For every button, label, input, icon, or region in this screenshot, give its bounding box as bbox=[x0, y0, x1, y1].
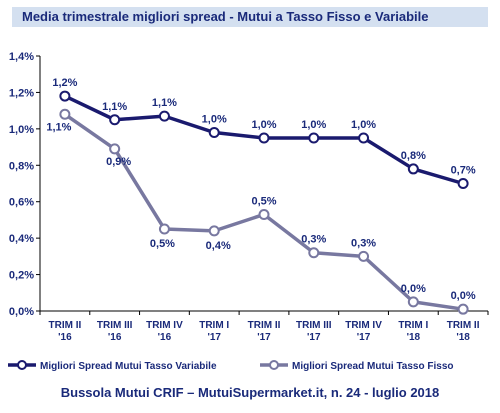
y-tick-label: 0,0% bbox=[9, 306, 34, 318]
x-tick-label-year: '17 bbox=[257, 332, 271, 343]
data-point-variabile bbox=[59, 90, 71, 102]
x-tick-label-quarter: TRIM I bbox=[199, 320, 229, 331]
data-point-fisso bbox=[109, 143, 121, 155]
x-tick-label-quarter: TRIM II bbox=[48, 320, 81, 331]
x-tick-label-year: '18 bbox=[456, 332, 470, 343]
data-point-variabile bbox=[258, 132, 270, 144]
x-tick-label-year: '16 bbox=[158, 332, 172, 343]
data-label-variabile: 1,1% bbox=[152, 97, 177, 109]
y-tick-label: 0,4% bbox=[9, 233, 34, 245]
data-point-fisso bbox=[59, 108, 71, 120]
x-tick-label-year: '17 bbox=[207, 332, 221, 343]
data-label-variabile: 1,0% bbox=[351, 119, 376, 131]
y-tick-label: 1,0% bbox=[9, 124, 34, 136]
x-tick-label-quarter: TRIM IV bbox=[345, 320, 382, 331]
data-point-variabile bbox=[407, 163, 419, 175]
data-label-fisso: 0,0% bbox=[451, 290, 476, 302]
data-point-fisso bbox=[457, 303, 469, 315]
data-label-fisso: 0,5% bbox=[150, 238, 175, 250]
data-label-variabile: 0,8% bbox=[401, 150, 426, 162]
x-tick-label-quarter: TRIM I bbox=[398, 320, 428, 331]
x-tick-label-quarter: TRIM II bbox=[248, 320, 281, 331]
data-point-variabile bbox=[358, 132, 370, 144]
data-point-variabile bbox=[158, 110, 170, 122]
data-label-fisso: 0,5% bbox=[251, 195, 276, 207]
data-point-variabile bbox=[208, 127, 220, 138]
data-point-fisso bbox=[158, 223, 170, 235]
data-point-fisso bbox=[208, 225, 220, 237]
data-point-fisso bbox=[358, 250, 370, 262]
data-label-fisso: 1,1% bbox=[46, 121, 71, 133]
y-tick-label: 1,2% bbox=[9, 87, 34, 99]
legend-label: Migliori Spread Mutui Tasso Variabile bbox=[40, 361, 217, 372]
data-label-variabile: 1,0% bbox=[202, 114, 227, 126]
y-tick-label: 0,8% bbox=[9, 160, 34, 172]
data-point-fisso bbox=[258, 208, 270, 220]
y-tick-label: 0,6% bbox=[9, 197, 34, 209]
x-tick-label-year: '18 bbox=[407, 332, 421, 343]
data-point-variabile bbox=[308, 132, 320, 144]
data-point-variabile bbox=[457, 178, 469, 189]
data-label-fisso: 0,3% bbox=[301, 234, 326, 246]
data-label-variabile: 0,7% bbox=[451, 165, 476, 177]
data-label-variabile: 1,0% bbox=[251, 119, 276, 131]
data-point-fisso bbox=[308, 247, 320, 259]
legend-swatch-marker bbox=[269, 360, 279, 370]
data-label-variabile: 1,1% bbox=[102, 101, 127, 113]
footer-source: Bussola Mutui CRIF – MutuiSupermarket.it… bbox=[60, 385, 440, 400]
x-tick-label-year: '16 bbox=[108, 332, 122, 343]
data-label-variabile: 1,0% bbox=[301, 119, 326, 131]
chart-title: Media trimestrale migliori spread - Mutu… bbox=[12, 7, 488, 27]
legend-swatch-marker bbox=[17, 360, 27, 370]
y-tick-label: 0,2% bbox=[9, 270, 34, 282]
x-tick-label-year: '17 bbox=[357, 332, 371, 343]
data-point-fisso bbox=[407, 296, 419, 308]
data-label-fisso: 0,0% bbox=[401, 283, 426, 295]
x-tick-label-quarter: TRIM II bbox=[447, 320, 480, 331]
data-label-fisso: 0,9% bbox=[106, 156, 131, 168]
data-point-variabile bbox=[109, 114, 121, 126]
y-tick-label: 1,4% bbox=[9, 51, 34, 63]
data-label-fisso: 0,4% bbox=[206, 240, 231, 252]
data-label-fisso: 0,3% bbox=[351, 237, 376, 249]
x-tick-label-quarter: TRIM III bbox=[296, 320, 332, 331]
legend-label: Migliori Spread Mutui Tasso Fisso bbox=[292, 361, 454, 372]
data-label-variabile: 1,2% bbox=[52, 77, 77, 89]
x-tick-label-quarter: TRIM IV bbox=[146, 320, 183, 331]
x-tick-label-year: '16 bbox=[58, 332, 72, 343]
x-tick-label-quarter: TRIM III bbox=[97, 320, 133, 331]
x-tick-label-year: '17 bbox=[307, 332, 321, 343]
